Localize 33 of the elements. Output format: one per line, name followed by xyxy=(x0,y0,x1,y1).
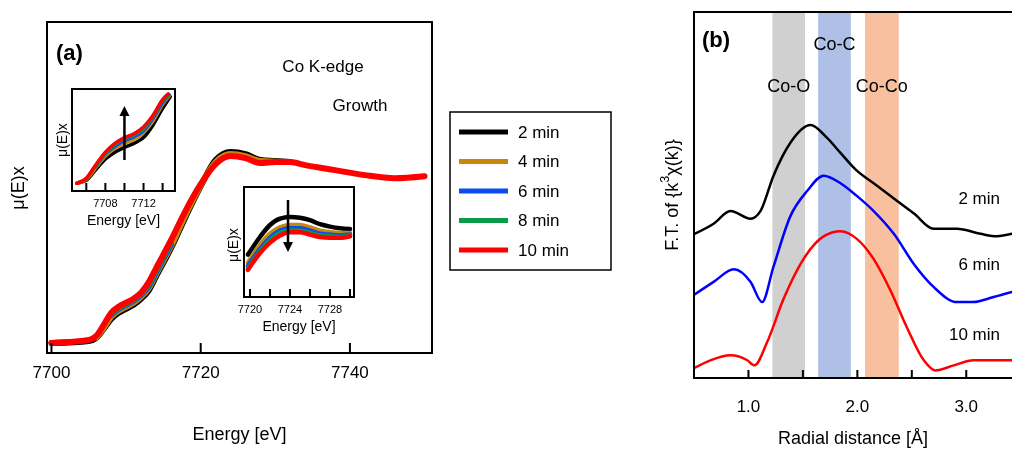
legend-label: 8 min xyxy=(518,211,560,230)
x-tick-label: 2.0 xyxy=(845,397,870,416)
x-axis-title: Energy [eV] xyxy=(262,318,336,334)
x-axis-title: Radial distance [Å] xyxy=(777,428,929,448)
x-tick-label: 7708 xyxy=(93,197,118,209)
x-tick-label: 7712 xyxy=(131,197,156,209)
x-tick-label: 1.0 xyxy=(736,397,761,416)
y-axis-title: μ(E)x xyxy=(8,166,28,210)
series-label: 6 min xyxy=(958,255,1000,274)
x-axis-title: Energy [eV] xyxy=(86,212,161,228)
x-tick-label: 7720 xyxy=(237,303,263,315)
legend-label: 10 min xyxy=(518,240,570,260)
band-label: Co-C xyxy=(813,34,856,54)
legend-label: 6 min xyxy=(518,181,560,201)
x-axis-title: Energy [eV] xyxy=(192,424,287,444)
legend-label: 2 min xyxy=(518,122,560,142)
legend-label: 4 min xyxy=(518,152,560,171)
text: Growth xyxy=(332,96,388,115)
y-axis-title: μ(E)x xyxy=(225,228,241,262)
text: (a) xyxy=(56,40,83,65)
text: (b) xyxy=(702,27,731,52)
x-tick-label: 3.0 xyxy=(954,397,979,416)
x-tick-label: 7724 xyxy=(277,303,303,315)
series-label: 2 min xyxy=(958,188,1000,208)
series-label: 10 min xyxy=(948,325,1000,345)
y-axis-title: μ(E)x xyxy=(54,123,70,157)
x-tick-label: 7700 xyxy=(32,363,71,382)
x-tick-label: 7728 xyxy=(317,303,343,315)
x-tick-label: 7720 xyxy=(181,363,220,382)
text: Co K-edge xyxy=(282,57,364,76)
x-tick-label: 7740 xyxy=(331,363,369,382)
band-label: Co-Co xyxy=(855,76,908,96)
band-label: Co-O xyxy=(767,76,811,96)
